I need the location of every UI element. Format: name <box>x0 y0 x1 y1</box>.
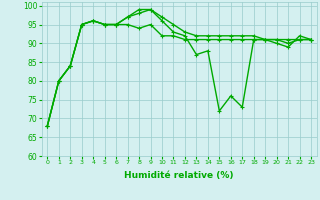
X-axis label: Humidité relative (%): Humidité relative (%) <box>124 171 234 180</box>
